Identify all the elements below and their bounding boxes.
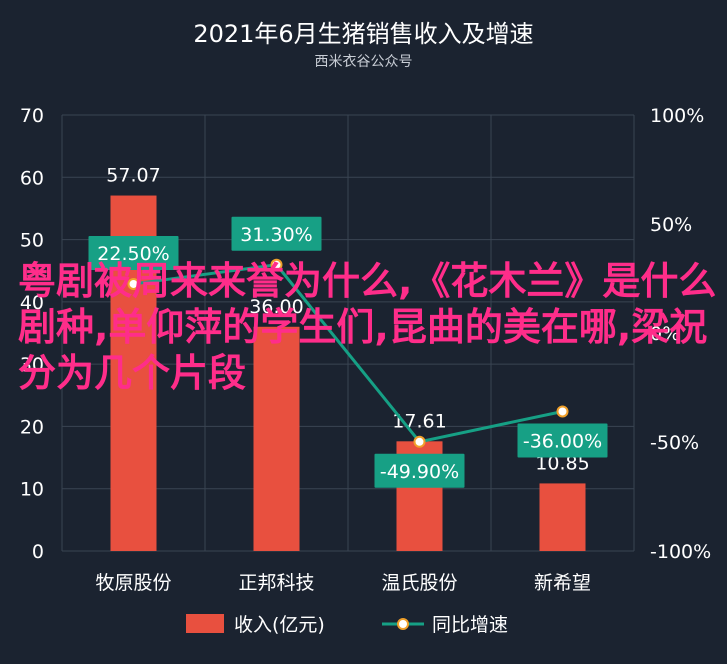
chart-title: 2021年6月生猪销售收入及增速 bbox=[193, 20, 533, 48]
y2-tick-label: -100% bbox=[650, 541, 711, 563]
y-tick-label: 30 bbox=[20, 354, 44, 376]
legend-line-marker bbox=[397, 618, 409, 630]
line-point bbox=[270, 258, 283, 271]
bar-value-label: 57.07 bbox=[106, 165, 160, 187]
bar bbox=[253, 326, 300, 551]
legend-bar-swatch bbox=[186, 614, 224, 633]
line-point bbox=[127, 277, 140, 290]
line-value-label: 31.30% bbox=[240, 224, 312, 246]
chart-subtitle: 西米衣谷公众号 bbox=[315, 54, 413, 70]
y-tick-label: 0 bbox=[32, 541, 44, 563]
line-value-label: 22.50% bbox=[97, 243, 169, 265]
bar-value-label: 17.61 bbox=[392, 410, 446, 432]
x-tick-label: 牧原股份 bbox=[95, 572, 171, 594]
legend-bar-label: 收入(亿元) bbox=[234, 614, 325, 636]
line-label-box bbox=[517, 423, 608, 458]
y2-tick-label: -50% bbox=[650, 432, 699, 454]
line-value-label: -49.90% bbox=[380, 461, 459, 483]
x-tick-label: 新希望 bbox=[534, 572, 591, 594]
y2-tick-label: 50% bbox=[650, 214, 692, 236]
y-tick-label: 20 bbox=[20, 416, 44, 438]
x-tick-label: 温氏股份 bbox=[381, 572, 457, 594]
y-tick-label: 50 bbox=[20, 230, 44, 252]
line-label-box bbox=[231, 216, 322, 251]
x-tick-label: 正邦科技 bbox=[238, 572, 314, 594]
bar-value-label: 36.00 bbox=[249, 296, 303, 318]
y-tick-label: 60 bbox=[20, 167, 44, 189]
line-value-label: -36.00% bbox=[523, 430, 602, 452]
y2-tick-label: 0% bbox=[650, 323, 680, 345]
y2-tick-label: 100% bbox=[650, 105, 704, 127]
y-tick-label: 70 bbox=[20, 105, 44, 127]
bar-value-label: 10.85 bbox=[535, 452, 589, 474]
y-tick-label: 10 bbox=[20, 479, 44, 501]
line-point bbox=[556, 405, 569, 418]
line-label-box bbox=[374, 453, 465, 488]
legend-line-label: 同比增速 bbox=[432, 614, 508, 636]
bar bbox=[539, 483, 586, 551]
line-series bbox=[133, 263, 563, 444]
line-label-box bbox=[88, 235, 179, 270]
y-tick-label: 40 bbox=[20, 292, 44, 314]
line-point bbox=[413, 435, 426, 448]
